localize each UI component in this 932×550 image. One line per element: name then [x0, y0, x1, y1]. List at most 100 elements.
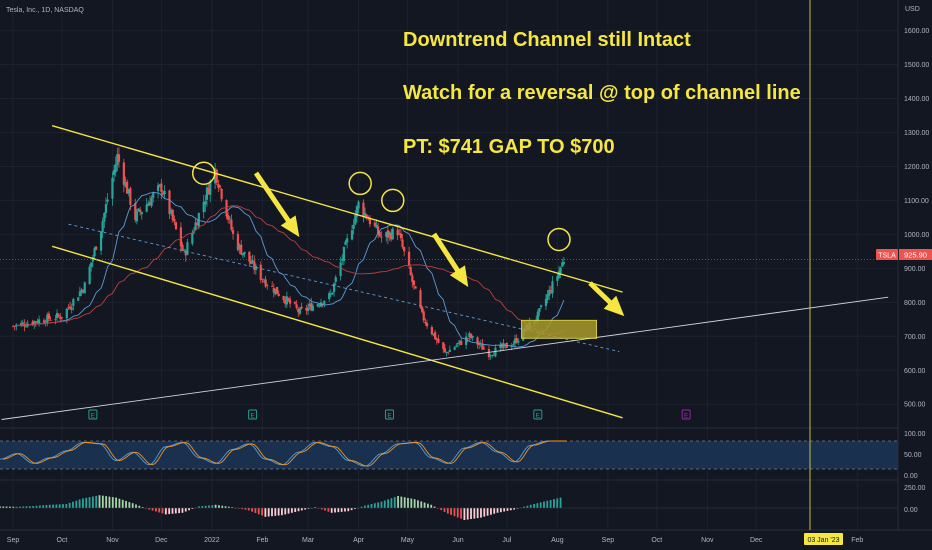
- candle-body: [375, 224, 378, 229]
- candle-body: [403, 247, 406, 252]
- histogram-bar: [85, 497, 88, 508]
- histogram-bar: [32, 506, 35, 508]
- candle-body: [46, 314, 49, 324]
- symbol-title: Tesla, Inc., 1D, NASDAQ: [6, 7, 84, 14]
- candle-body: [492, 355, 495, 356]
- histogram-bar: [506, 508, 509, 511]
- candle-body: [160, 183, 163, 192]
- candle-body: [471, 335, 474, 338]
- histogram-bar: [221, 505, 224, 508]
- date-marker-label: 03 Jan '23: [807, 537, 839, 544]
- hist-tick-label: 250.00: [904, 485, 926, 492]
- candle-body: [272, 287, 275, 293]
- osc-tick-label: 0.00: [904, 473, 918, 480]
- histogram-bar: [340, 508, 343, 512]
- histogram-bar: [324, 508, 326, 511]
- oscillator-band: [0, 441, 898, 469]
- histogram-bar: [141, 507, 144, 508]
- candle-body: [300, 306, 303, 309]
- histogram-bar: [75, 500, 78, 508]
- candle-body: [127, 189, 130, 194]
- histogram-bar: [19, 506, 21, 508]
- histogram-bar: [466, 508, 469, 520]
- candle-body: [111, 177, 114, 199]
- histogram-bar: [463, 508, 466, 520]
- time-tick-label: Sep: [7, 537, 20, 544]
- histogram-bar: [503, 508, 506, 512]
- histogram-bar: [354, 508, 356, 509]
- candle-body: [238, 244, 241, 250]
- time-tick-label: May: [401, 537, 415, 544]
- ticker-tag-label: TSLA: [878, 253, 896, 260]
- candle-body: [318, 305, 321, 306]
- touch-circle: [381, 188, 405, 213]
- histogram-bar: [334, 508, 336, 513]
- candle-body: [287, 298, 290, 301]
- histogram-bar: [22, 506, 25, 508]
- histogram-bar: [387, 499, 389, 508]
- touch-circle: [547, 227, 571, 252]
- earnings-marker: [681, 409, 691, 420]
- candle-body: [129, 188, 132, 205]
- candle-body: [363, 212, 367, 216]
- histogram-bar: [413, 499, 416, 508]
- earnings-marker: [385, 409, 394, 420]
- price-tick-label: 900.00: [904, 266, 926, 273]
- histogram-bar: [539, 502, 542, 508]
- candle-body: [346, 238, 349, 243]
- candle-body: [194, 222, 197, 231]
- target-gap-zone: [521, 319, 597, 339]
- candle-body: [544, 298, 548, 307]
- histogram-bar: [155, 508, 157, 512]
- candle-body: [191, 232, 194, 244]
- histogram-bar: [450, 508, 453, 515]
- candle-body: [517, 340, 520, 343]
- candle-body: [215, 169, 218, 183]
- candle-body: [323, 300, 326, 305]
- time-tick-label: Jun: [452, 537, 463, 544]
- candle-body: [442, 342, 445, 349]
- candle-body: [396, 229, 399, 236]
- histogram-bar: [227, 506, 230, 508]
- candle-body: [321, 303, 324, 305]
- histogram-bar: [480, 508, 482, 518]
- price-tick-label: 600.00: [904, 368, 926, 375]
- histogram-bar: [529, 504, 532, 508]
- candle-body: [116, 154, 119, 165]
- histogram-bar: [131, 503, 134, 508]
- histogram-bar: [118, 498, 121, 508]
- candle-body: [90, 262, 93, 268]
- candle-body: [499, 344, 502, 348]
- candle-body: [24, 326, 28, 328]
- candle-body: [34, 321, 37, 323]
- histogram-bar: [251, 508, 253, 512]
- histogram-bar: [218, 505, 220, 508]
- earnings-marker-label: E: [536, 413, 541, 420]
- histogram-bar: [483, 508, 486, 517]
- candle-body: [77, 297, 80, 301]
- candle-body: [253, 260, 256, 270]
- candle-body: [36, 321, 39, 324]
- histogram-bar: [420, 501, 423, 508]
- histogram-bar: [101, 495, 104, 508]
- candle-body: [445, 351, 448, 353]
- price-tick-label: 800.00: [904, 300, 926, 307]
- candle-body: [310, 302, 313, 311]
- histogram-bar: [543, 501, 545, 508]
- candle-body: [68, 306, 72, 309]
- histogram-bar: [0, 506, 1, 508]
- candle-body: [352, 224, 355, 229]
- price-tick-label: 1300.00: [904, 130, 929, 137]
- histogram-bar: [98, 495, 101, 508]
- candle-body: [78, 291, 81, 297]
- candle-body: [448, 349, 451, 352]
- histogram-bar: [158, 508, 161, 513]
- candle-body: [249, 260, 253, 264]
- earnings-marker-label: E: [387, 413, 392, 420]
- currency-label: USD: [905, 6, 920, 13]
- histogram-bar: [363, 505, 366, 508]
- histogram-bar: [453, 508, 456, 517]
- channel-top-line: [51, 125, 623, 293]
